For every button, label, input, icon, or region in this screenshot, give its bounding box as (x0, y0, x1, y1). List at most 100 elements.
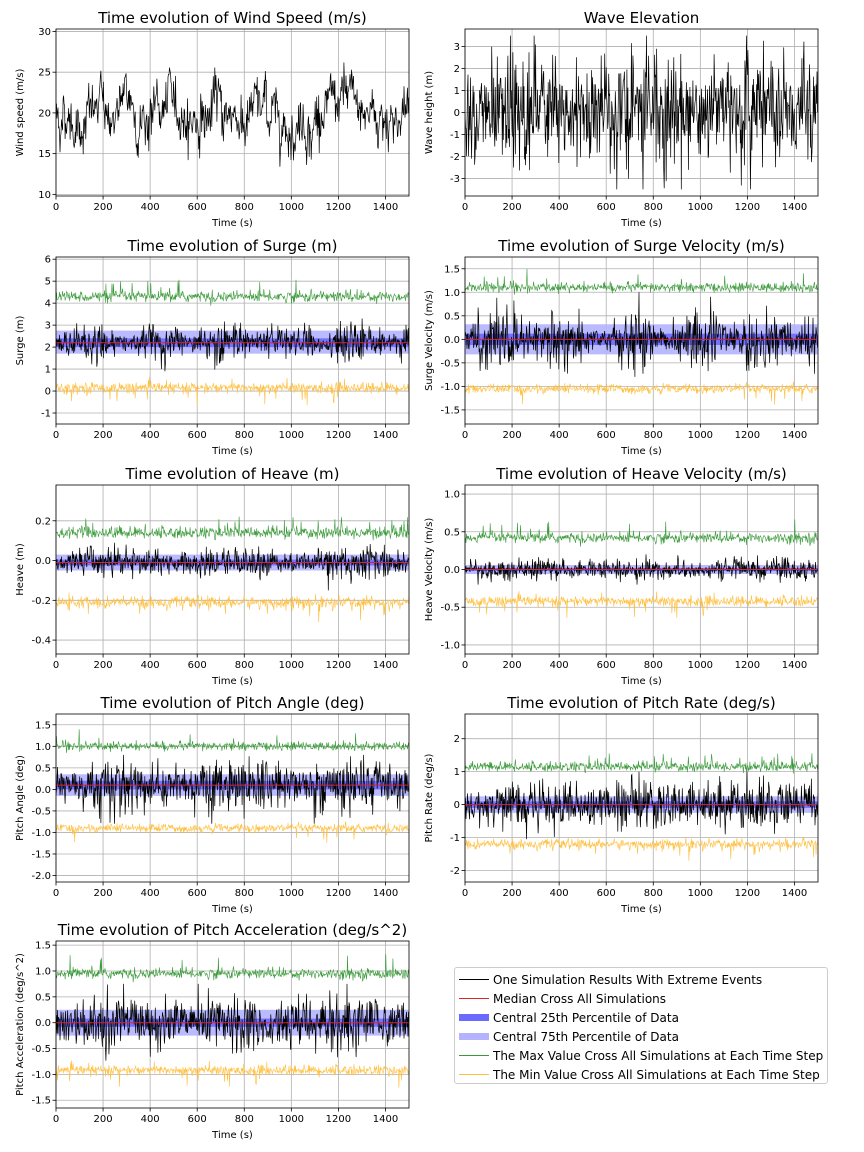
x-tick-label: 400 (141, 202, 160, 213)
x-tick-label: 1400 (782, 202, 807, 213)
plot-area (56, 62, 409, 167)
x-tick-label: 400 (550, 660, 569, 671)
y-tick-label: -1.0 (440, 640, 460, 651)
y-axis-label: Surge Velocity (m/s) (424, 290, 435, 391)
x-tick-label: 1400 (782, 888, 807, 899)
x-tick-label: 1000 (688, 888, 713, 899)
series-min (465, 591, 818, 619)
plot-area (56, 954, 409, 1088)
series-extreme-event (465, 771, 818, 840)
chart-surge_vel: 0 200 400 600 800 1000 1200 1400 -1.5 -1.0 -0.5 0.0… (424, 237, 819, 457)
x-tick-label: 400 (550, 888, 569, 899)
x-tick-label: 1000 (688, 660, 713, 671)
x-tick-label: 1200 (326, 430, 351, 441)
y-tick-label: 0.0 (444, 565, 460, 576)
x-tick-label: 0 (462, 430, 468, 441)
x-tick-label: 1000 (279, 430, 304, 441)
x-tick-label: 1200 (326, 1114, 351, 1125)
series-extreme-event (56, 983, 409, 1061)
x-tick-label: 400 (550, 202, 569, 213)
y-tick-label: -2 (450, 152, 460, 163)
x-tick-label: 800 (644, 888, 663, 899)
legend-swatch-p75 (459, 1033, 489, 1040)
legend-swatch-median (459, 998, 489, 999)
y-tick-label: 2 (45, 343, 51, 354)
legend-label-p25: Central 25th Percentile of Data (493, 1010, 679, 1025)
plot-area (465, 268, 818, 405)
series-extreme-event (465, 35, 818, 190)
legend-label-extreme: One Simulation Results With Extreme Even… (493, 972, 763, 987)
x-tick-label: 600 (188, 888, 207, 899)
x-tick-label: 1000 (279, 660, 304, 671)
series-extreme-event (56, 542, 409, 591)
x-tick-label: 1000 (279, 1114, 304, 1125)
x-tick-label: 600 (188, 202, 207, 213)
axes-frame (55, 28, 410, 197)
y-tick-label: 1.0 (35, 966, 51, 977)
series-max (56, 954, 409, 983)
legend-label-p75: Central 75th Percentile of Data (493, 1029, 679, 1044)
x-tick-label: 800 (235, 1114, 254, 1125)
plot-area (465, 35, 818, 190)
series-min (56, 592, 409, 623)
axes-frame (55, 484, 410, 655)
y-tick-label: -0.5 (31, 806, 51, 817)
x-tick-label: 200 (94, 1114, 113, 1125)
y-tick-label: 30 (38, 27, 51, 38)
x-tick-label: 400 (141, 430, 160, 441)
x-tick-label: 200 (503, 430, 522, 441)
y-tick-label: 0 (45, 387, 51, 398)
x-tick-label: 1200 (326, 888, 351, 899)
y-tick-label: 0.5 (35, 763, 51, 774)
x-axis-label: Time (s) (620, 446, 662, 457)
x-axis-label: Time (s) (211, 446, 253, 457)
y-tick-label: -0.5 (31, 1044, 51, 1055)
plot-area (465, 519, 818, 619)
chart-wind: 0 200 400 600 800 1000 1200 1400 10 15 20 25 30 Time … (15, 9, 410, 229)
plot-area (56, 729, 409, 843)
x-tick-label: 800 (235, 202, 254, 213)
y-tick-label: -1.0 (440, 382, 460, 393)
y-tick-label: 0.0 (35, 1018, 51, 1029)
x-tick-label: 1200 (735, 430, 760, 441)
x-tick-label: 1200 (326, 202, 351, 213)
chart-title: Time evolution of Pitch Acceleration (de… (57, 921, 407, 939)
y-tick-label: -0.4 (31, 636, 51, 647)
y-tick-label: 4 (45, 299, 51, 310)
x-tick-label: 400 (141, 1114, 160, 1125)
y-tick-label: 15 (38, 149, 51, 160)
series-max (465, 753, 818, 774)
y-tick-label: -2.0 (31, 871, 51, 882)
legend-label-min: The Min Value Cross All Simulations at E… (493, 1067, 820, 1082)
x-tick-label: 0 (53, 888, 59, 899)
x-tick-label: 1400 (373, 1114, 398, 1125)
y-tick-label: 1.0 (35, 742, 51, 753)
y-tick-label: 0.0 (444, 335, 460, 346)
y-tick-label: -0.2 (31, 596, 51, 607)
series-max (56, 729, 409, 753)
x-tick-label: 0 (53, 202, 59, 213)
chart-title: Time evolution of Surge (m) (127, 237, 338, 255)
chart-pitch_rate: 0 200 400 600 800 1000 1200 1400 -2 -1 0 1 2 Time evo… (424, 694, 819, 915)
y-tick-label: 1.5 (444, 264, 460, 275)
y-tick-label: 0 (454, 800, 460, 811)
x-tick-label: 800 (644, 202, 663, 213)
x-tick-label: 0 (462, 660, 468, 671)
x-tick-label: 1000 (279, 888, 304, 899)
legend-label-max: The Max Value Cross All Simulations at E… (493, 1048, 824, 1063)
chart-title: Time evolution of Heave Velocity (m/s) (495, 465, 787, 483)
y-tick-label: 2 (454, 734, 460, 745)
legend-swatch-p25 (459, 1014, 489, 1021)
y-axis-label: Wave height (m) (424, 71, 435, 154)
x-tick-label: 200 (94, 430, 113, 441)
y-tick-label: 1 (45, 365, 51, 376)
axes-frame (55, 713, 410, 883)
x-axis-label: Time (s) (620, 904, 662, 915)
series-max (56, 516, 409, 541)
x-tick-label: 1200 (735, 888, 760, 899)
x-tick-label: 1400 (373, 660, 398, 671)
series-min (465, 837, 818, 861)
chart-title: Time evolution of Pitch Angle (deg) (100, 694, 365, 712)
series-max (465, 268, 818, 295)
